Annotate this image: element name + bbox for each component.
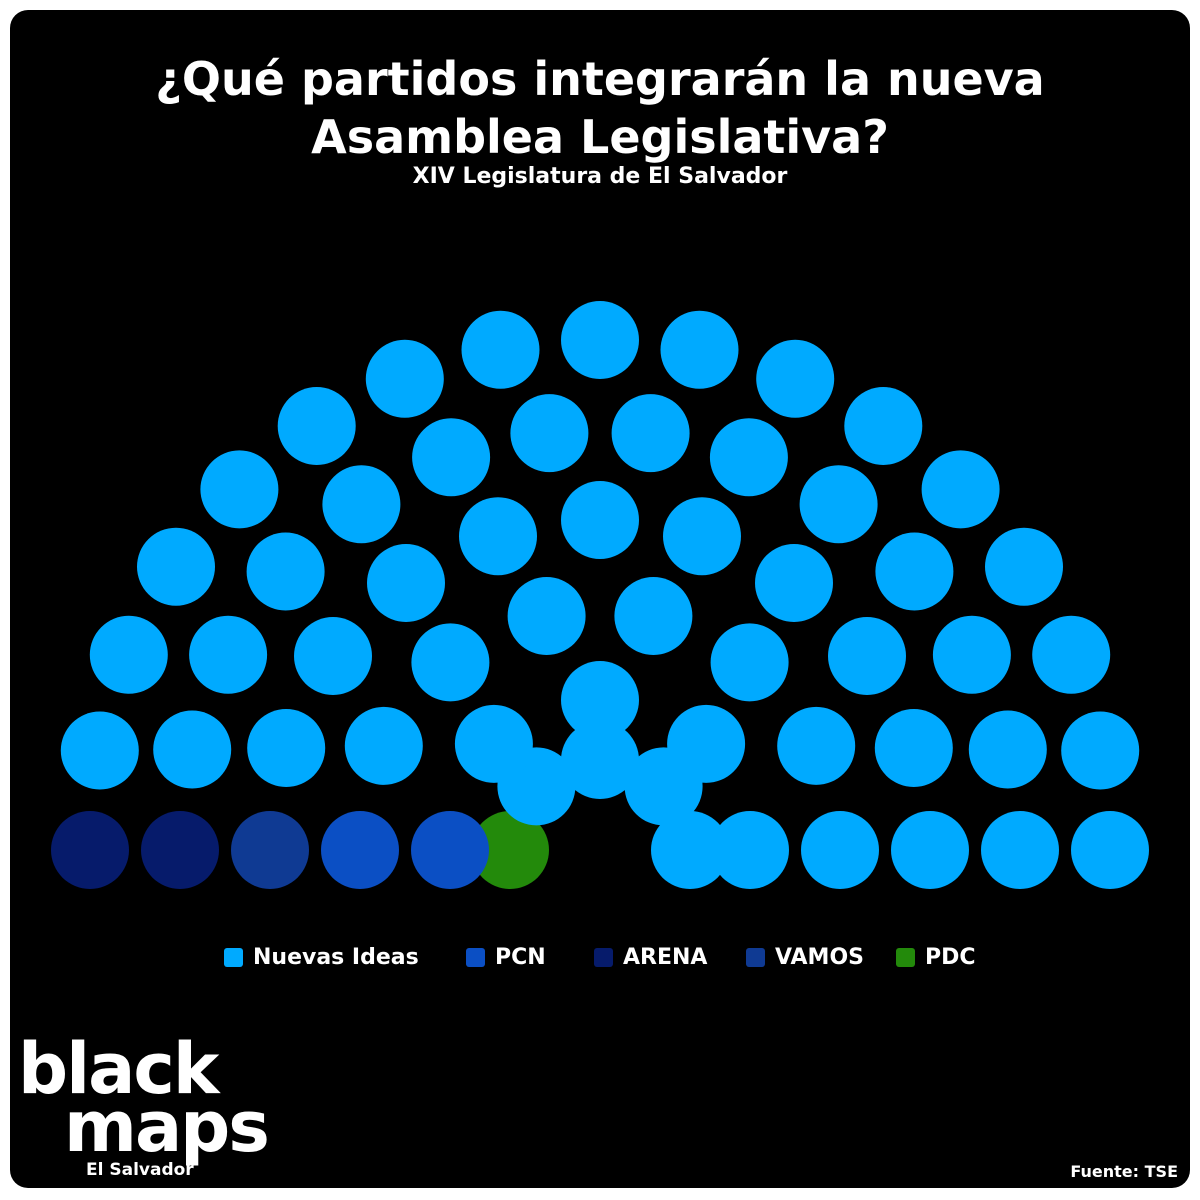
seat-nuevas-ideas — [365, 339, 444, 418]
seat-nuevas-ideas — [561, 721, 639, 799]
seat-nuevas-ideas — [89, 615, 168, 694]
seat-nuevas-ideas — [709, 418, 788, 497]
seat-nuevas-ideas — [663, 497, 741, 576]
seat-pcn — [411, 811, 489, 889]
seat-nuevas-ideas — [660, 310, 739, 389]
legend-label: ARENA — [623, 944, 708, 970]
seat-nuevas-ideas — [667, 704, 746, 783]
seat-nuevas-ideas — [921, 450, 1000, 529]
seat-nuevas-ideas — [344, 706, 423, 785]
seat-nuevas-ideas — [561, 301, 639, 379]
legend-item-arena: ARENA — [594, 940, 707, 974]
seat-nuevas-ideas — [711, 811, 789, 889]
legend-label: VAMOS — [775, 944, 864, 970]
seat-nuevas-ideas — [322, 465, 401, 544]
seat-pcn — [321, 811, 399, 889]
seat-nuevas-ideas — [932, 615, 1011, 694]
title-line-1: ¿Qué partidos integrarán la nueva — [155, 52, 1045, 106]
seat-nuevas-ideas — [454, 704, 533, 783]
seat-nuevas-ideas — [651, 811, 729, 889]
seat-nuevas-ideas — [411, 623, 490, 702]
seat-nuevas-ideas — [756, 339, 835, 418]
logo-region: El Salvador — [86, 1160, 194, 1180]
legend-swatch — [746, 947, 765, 967]
seat-nuevas-ideas — [200, 450, 279, 529]
seat-nuevas-ideas — [507, 577, 586, 655]
seat-nuevas-ideas — [981, 811, 1059, 889]
seat-vamos — [231, 811, 309, 889]
legend-label: PDC — [925, 944, 976, 970]
seat-nuevas-ideas — [247, 709, 326, 787]
seat-nuevas-ideas — [755, 544, 833, 622]
seat-nuevas-ideas — [137, 527, 215, 606]
title-line-2: Asamblea Legislativa? — [311, 110, 889, 164]
seat-nuevas-ideas — [710, 623, 789, 702]
seat-nuevas-ideas — [459, 497, 537, 576]
legend-swatch — [466, 947, 485, 967]
legend-item-vamos: VAMOS — [746, 940, 864, 974]
seat-nuevas-ideas — [1061, 711, 1140, 790]
chart-subtitle: XIV Legislatura de El Salvador — [412, 164, 788, 189]
legend-item-pcn: PCN — [466, 940, 546, 974]
seat-nuevas-ideas — [367, 544, 445, 622]
seat-nuevas-ideas — [412, 418, 491, 497]
seat-nuevas-ideas — [561, 661, 639, 739]
source-note: Fuente: TSE — [1070, 1162, 1178, 1181]
chart-title: ¿Qué partidos integrarán la nueva Asambl… — [0, 50, 1200, 166]
seat-nuevas-ideas — [60, 711, 139, 790]
seat-nuevas-ideas — [1032, 615, 1111, 694]
seat-nuevas-ideas — [828, 617, 906, 695]
seat-nuevas-ideas — [153, 710, 232, 789]
seat-nuevas-ideas — [1071, 811, 1149, 889]
logo-word-maps: maps — [64, 1086, 270, 1168]
legend-swatch — [594, 947, 613, 967]
legend-label: Nuevas Ideas — [253, 944, 419, 970]
seat-nuevas-ideas — [277, 387, 356, 465]
blackmaps-logo: black maps — [18, 1028, 270, 1168]
legend-item-nuevas-ideas: Nuevas Ideas — [224, 940, 419, 974]
chart-legend: Nuevas Ideas PCN ARENA VAMOS PDC — [0, 940, 1200, 974]
seat-nuevas-ideas — [614, 577, 693, 655]
seat-nuevas-ideas — [968, 710, 1047, 789]
seat-arena — [51, 811, 129, 889]
seat-nuevas-ideas — [875, 532, 954, 611]
seat-nuevas-ideas — [799, 465, 878, 544]
seat-nuevas-ideas — [777, 706, 856, 785]
legend-item-pdc: PDC — [896, 940, 976, 974]
seat-nuevas-ideas — [801, 811, 879, 889]
chart-panel — [10, 10, 1190, 1188]
seat-nuevas-ideas — [510, 394, 589, 473]
logo-word-black: black — [18, 1028, 219, 1110]
legend-label: PCN — [495, 944, 546, 970]
seat-nuevas-ideas — [891, 811, 969, 889]
seat-arena — [141, 811, 219, 889]
seat-nuevas-ideas — [189, 615, 268, 694]
seat-nuevas-ideas — [874, 709, 953, 787]
seat-pdc — [471, 811, 549, 889]
seat-nuevas-ideas — [461, 310, 540, 389]
seat-nuevas-ideas — [246, 532, 325, 611]
seat-nuevas-ideas — [844, 387, 923, 465]
seat-nuevas-ideas — [561, 481, 639, 559]
legend-swatch — [896, 947, 915, 967]
seat-nuevas-ideas — [985, 527, 1063, 606]
seat-nuevas-ideas — [611, 394, 690, 473]
seat-nuevas-ideas — [294, 617, 372, 695]
legend-swatch — [224, 947, 243, 967]
